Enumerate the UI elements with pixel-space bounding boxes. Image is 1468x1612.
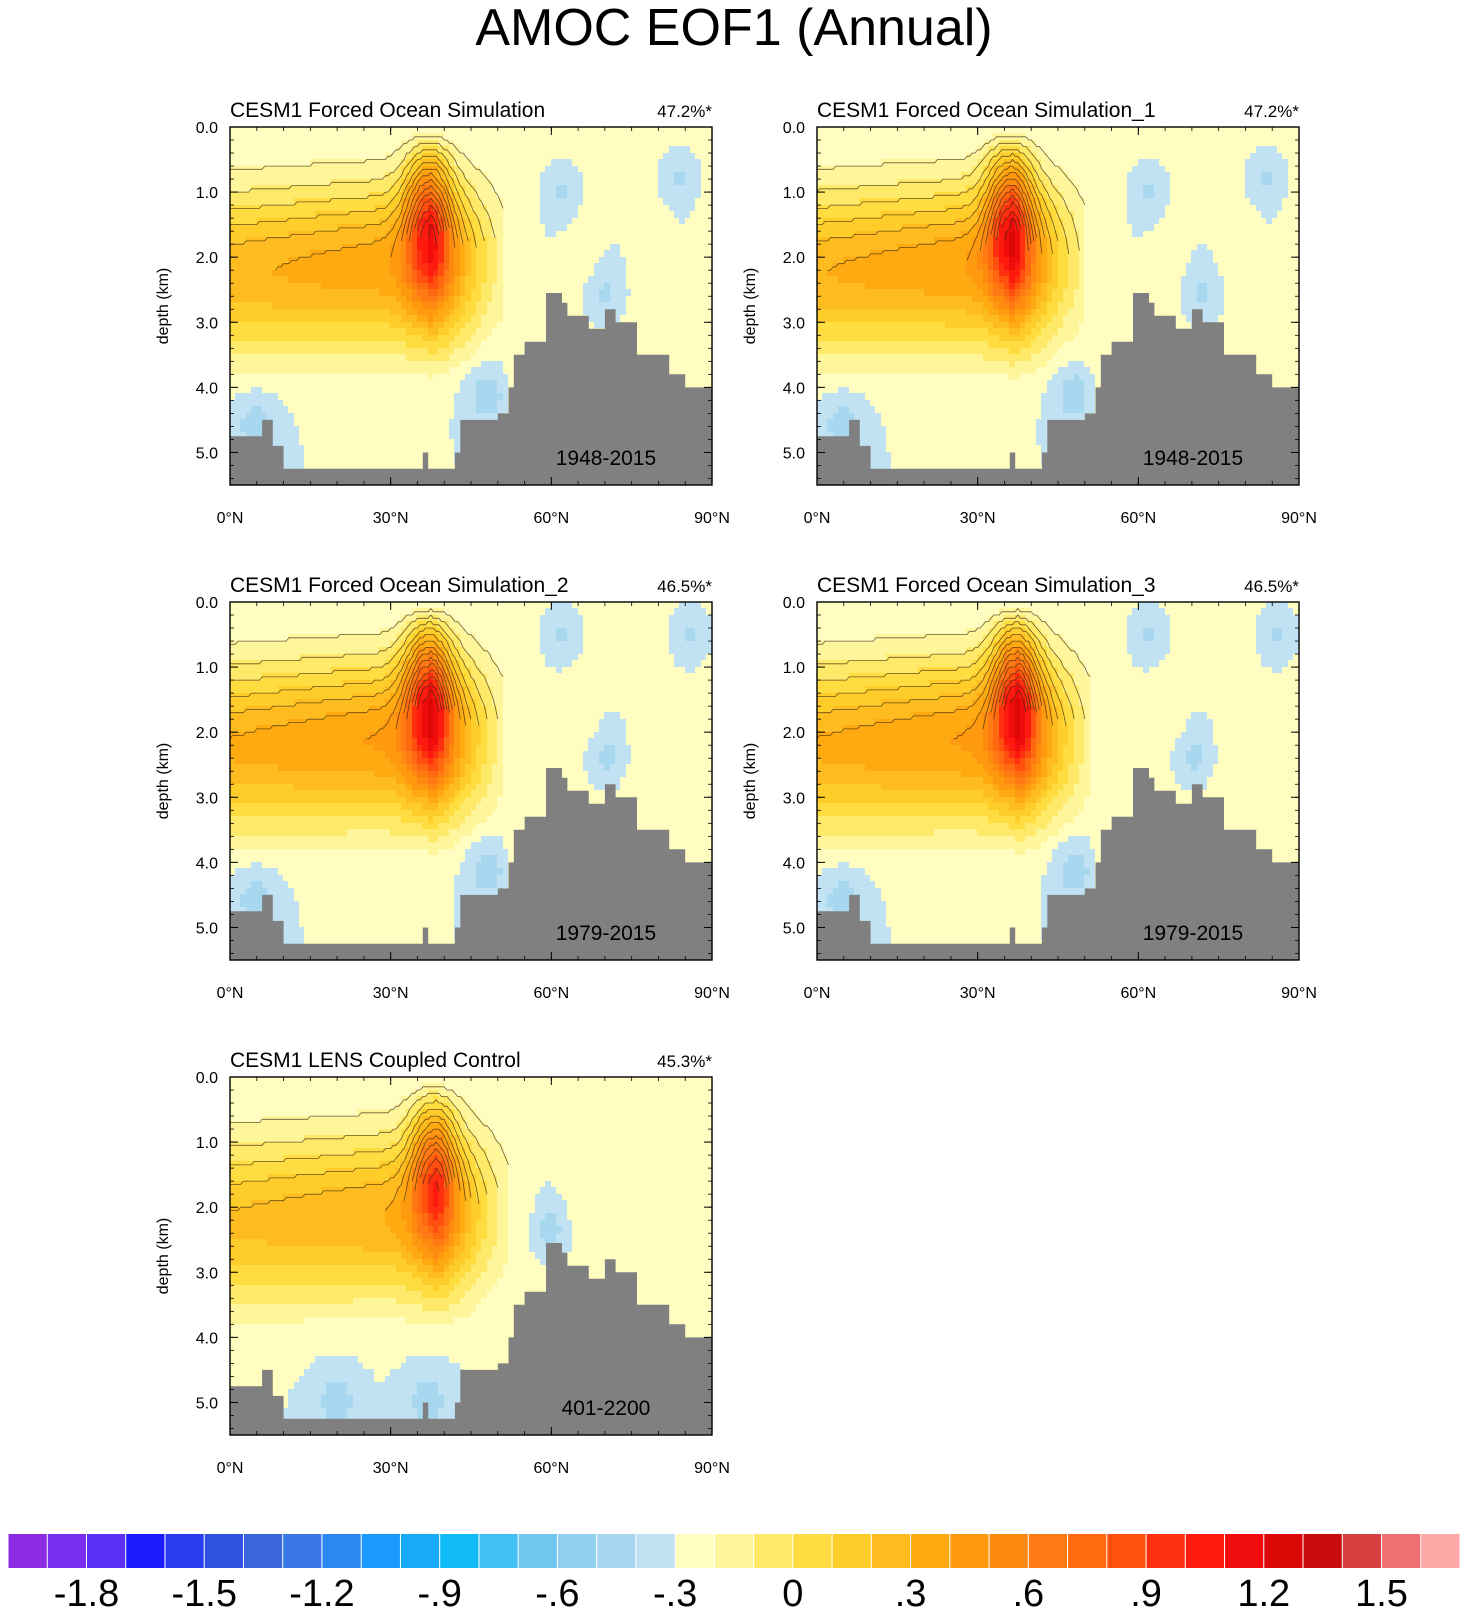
y-tick-label: 5.0: [196, 445, 218, 462]
y-tick-label: 0.0: [196, 120, 218, 137]
y-tick-label: 2.0: [196, 250, 218, 267]
y-tick-label: 4.0: [196, 380, 218, 397]
y-tick-label: 3.0: [196, 315, 218, 332]
y-tick-label: 1.0: [196, 185, 218, 202]
figure-canvas: 0.01.02.03.04.05.00°N 30°N 60°N 90°Ndepth (…: [0, 0, 1468, 1612]
